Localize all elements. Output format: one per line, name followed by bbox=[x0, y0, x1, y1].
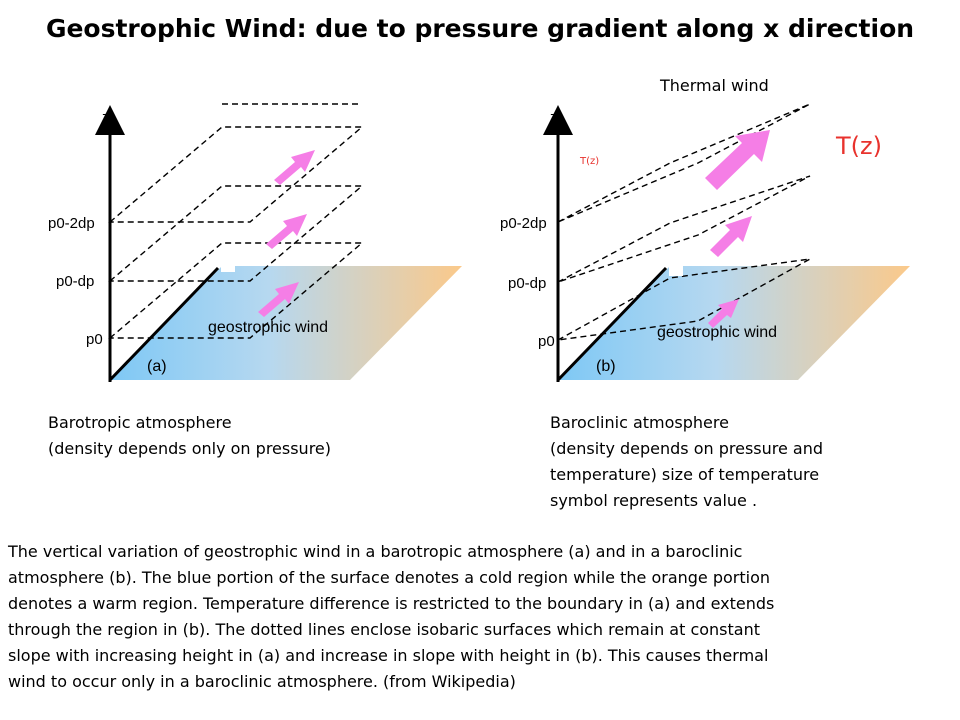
description-line: through the region in (b). The dotted li… bbox=[8, 620, 761, 639]
level-label-b-p0: p0 bbox=[538, 333, 555, 350]
wind-arrow-b-low bbox=[708, 299, 739, 328]
wind-arrow-a-mid bbox=[266, 214, 307, 249]
level-label-a-dp: p0-dp bbox=[56, 273, 94, 290]
slide-title: Geostrophic Wind: due to pressure gradie… bbox=[45, 14, 915, 43]
wind-arrow-a-low bbox=[258, 282, 299, 317]
description-line: atmosphere (b). The blue portion of the … bbox=[8, 568, 771, 587]
caption-a-line: Barotropic atmosphere bbox=[48, 413, 232, 432]
level-label-a-2dp: p0-2dp bbox=[48, 215, 95, 232]
isobar-b-p0 bbox=[557, 258, 811, 341]
isobar-a-p0-dp bbox=[108, 185, 364, 282]
isobar-b-p0-2dp bbox=[557, 103, 811, 223]
panel-a: z p0-2dp p0-dp p0 geostrophic wind (a) bbox=[48, 103, 462, 382]
isobar-a-p0 bbox=[108, 242, 364, 339]
surface-a bbox=[110, 266, 462, 380]
caption-b: Baroclinic atmosphere (density depends o… bbox=[550, 410, 823, 514]
panel-b: z p0-2dp p0-dp p0 T(z) geostrophic wind … bbox=[500, 103, 910, 382]
wind-arrow-b-mid bbox=[710, 216, 752, 257]
description-paragraph: The vertical variation of geostrophic wi… bbox=[8, 539, 956, 695]
caption-b-line: symbol represents value . bbox=[550, 491, 758, 510]
caption-a: Barotropic atmosphere (density depends o… bbox=[48, 410, 331, 462]
description-line: denotes a warm region. Temperature diffe… bbox=[8, 594, 775, 613]
level-label-b-dp: p0-dp bbox=[508, 275, 546, 292]
description-line: The vertical variation of geostrophic wi… bbox=[8, 542, 743, 561]
wind-label-b: geostrophic wind bbox=[657, 324, 777, 341]
surface-b bbox=[558, 266, 910, 380]
axis-gap-b bbox=[669, 255, 683, 276]
z-axis-label-a: z bbox=[102, 109, 110, 126]
temperature-symbol-large: T(z) bbox=[836, 132, 882, 160]
caption-b-line: Baroclinic atmosphere bbox=[550, 413, 729, 432]
temperature-symbol-small: T(z) bbox=[579, 156, 599, 167]
thermal-wind-label: Thermal wind bbox=[660, 76, 769, 95]
depth-axis-a bbox=[108, 266, 220, 382]
description-line: slope with increasing height in (a) and … bbox=[8, 646, 769, 665]
caption-a-line: (density depends only on pressure) bbox=[48, 439, 332, 458]
panel-label-a: (a) bbox=[147, 358, 167, 375]
wind-arrow-a-high bbox=[274, 150, 315, 185]
isobar-a-p0-2dp bbox=[108, 126, 364, 223]
caption-b-line: (density depends on pressure and bbox=[550, 439, 824, 458]
level-label-a-p0: p0 bbox=[86, 331, 103, 348]
panel-label-b: (b) bbox=[596, 358, 616, 375]
depth-axis-b bbox=[556, 266, 668, 382]
axis-gap-a bbox=[221, 255, 235, 272]
caption-b-line: temperature) size of temperature bbox=[550, 465, 820, 484]
wind-arrow-b-high bbox=[705, 130, 770, 190]
description-line: wind to occur only in a baroclinic atmos… bbox=[8, 672, 516, 691]
level-label-b-2dp: p0-2dp bbox=[500, 215, 547, 232]
z-axis-label-b: z bbox=[550, 109, 558, 126]
isobar-b-p0-dp bbox=[557, 175, 811, 283]
wind-label-a: geostrophic wind bbox=[208, 319, 328, 336]
